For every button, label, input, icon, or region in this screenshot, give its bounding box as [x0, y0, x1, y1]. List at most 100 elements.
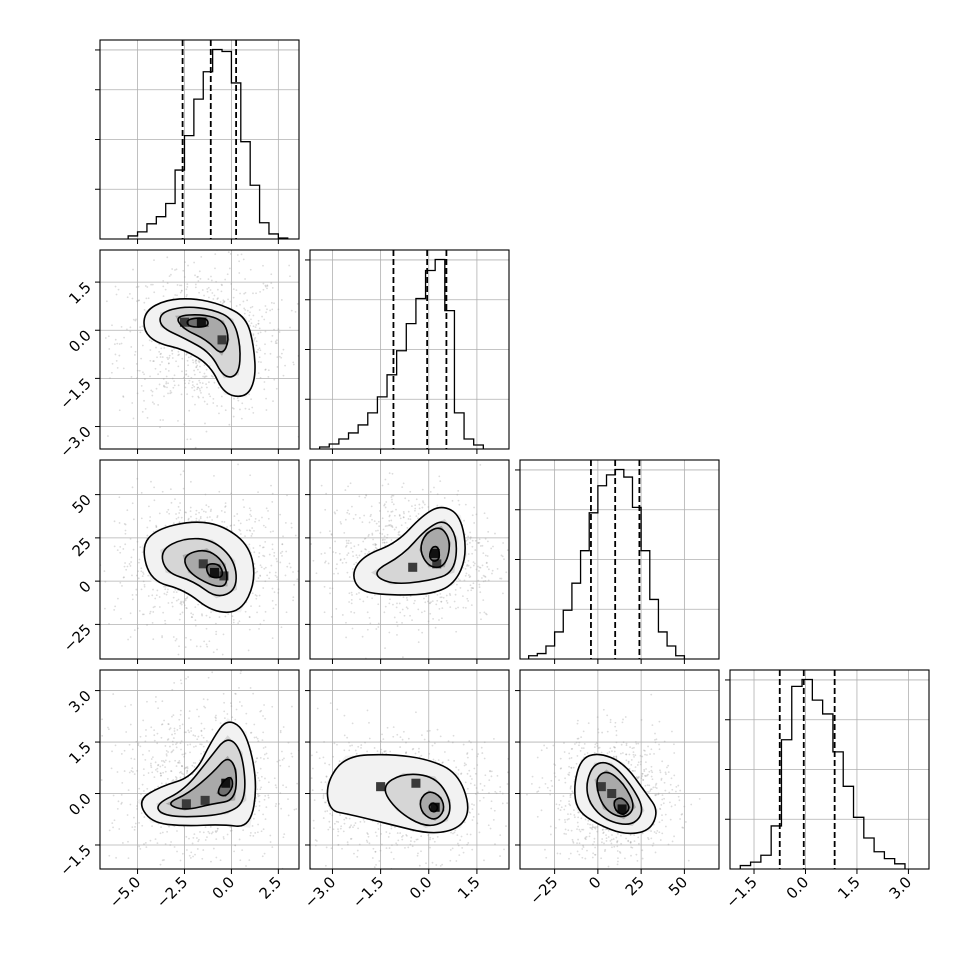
- contour-line: [326, 753, 469, 834]
- scatter-point: [439, 480, 442, 483]
- scatter-point: [185, 606, 188, 609]
- scatter-point: [131, 594, 134, 596]
- scatter-point: [318, 757, 321, 760]
- scatter-point: [388, 524, 390, 527]
- scatter-point: [553, 772, 556, 775]
- scatter-point: [159, 426, 161, 429]
- scatter-point: [482, 599, 485, 602]
- scatter-point: [305, 774, 307, 776]
- scatter-point: [262, 546, 265, 549]
- scatter-point: [200, 729, 203, 732]
- scatter-point: [158, 383, 161, 386]
- scatter-point: [395, 606, 398, 609]
- scatter-point: [365, 839, 368, 842]
- scatter-point: [483, 611, 486, 614]
- scatter-point: [335, 820, 338, 823]
- scatter-point: [368, 737, 371, 740]
- scatter-point: [634, 741, 637, 743]
- scatter-point: [569, 786, 572, 789]
- scatter-point: [333, 742, 336, 745]
- scatter-point: [477, 753, 480, 755]
- scatter-point: [345, 545, 347, 548]
- scatter-point: [350, 602, 353, 605]
- scatter-point: [196, 364, 199, 367]
- scatter-point: [151, 771, 154, 774]
- scatter-point: [128, 743, 131, 746]
- scatter-point: [179, 602, 182, 605]
- scatter-point: [427, 620, 430, 623]
- scatter-point: [526, 783, 528, 785]
- scatter-point: [393, 514, 396, 517]
- scatter-point: [249, 732, 252, 734]
- scatter-point: [173, 846, 176, 848]
- scatter-point: [129, 723, 132, 726]
- scatter-point: [465, 572, 468, 575]
- scatter-point: [128, 563, 131, 565]
- scatter-point: [262, 554, 265, 557]
- scatter-point: [258, 779, 261, 782]
- scatter-point: [264, 330, 267, 333]
- scatter-point: [415, 498, 418, 501]
- scatter-point: [541, 777, 544, 779]
- scatter-point: [466, 565, 468, 567]
- scatter-point: [205, 430, 208, 433]
- scatter-point: [277, 308, 280, 311]
- scatter-point: [476, 791, 479, 794]
- scatter-point: [378, 860, 381, 862]
- scatter-point: [286, 565, 289, 568]
- scatter-point: [273, 551, 276, 554]
- scatter-point: [481, 752, 484, 754]
- scatter-point: [350, 542, 352, 544]
- density-peak-bin: [430, 802, 440, 812]
- scatter-point: [162, 760, 165, 762]
- scatter-point: [330, 533, 333, 535]
- scatter-point: [224, 502, 227, 505]
- scatter-point: [170, 770, 173, 773]
- scatter-point: [265, 409, 268, 411]
- scatter-point: [234, 693, 237, 695]
- scatter-point: [278, 759, 281, 762]
- scatter-point: [204, 511, 207, 513]
- scatter-point: [177, 384, 180, 387]
- scatter-point: [339, 814, 341, 817]
- scatter-point: [208, 393, 211, 395]
- scatter-point: [290, 778, 292, 780]
- scatter-point: [405, 606, 408, 609]
- scatter-point: [445, 594, 448, 597]
- scatter-point: [566, 818, 569, 821]
- scatter-point: [193, 745, 195, 748]
- scatter-point: [222, 299, 225, 302]
- scatter-point: [397, 533, 400, 536]
- scatter-point: [423, 610, 426, 613]
- scatter-point: [281, 543, 284, 546]
- scatter-point: [323, 611, 326, 614]
- scatter-point: [490, 807, 493, 810]
- scatter-point: [484, 537, 487, 540]
- scatter-point: [94, 566, 96, 568]
- scatter-point: [117, 800, 120, 803]
- scatter-point: [474, 772, 477, 775]
- scatter-point: [234, 692, 237, 695]
- scatter-point: [263, 798, 266, 801]
- scatter-point: [604, 828, 607, 831]
- scatter-point: [406, 599, 409, 601]
- scatter-point: [398, 514, 401, 517]
- scatter-point: [312, 812, 314, 814]
- scatter-point: [637, 776, 640, 779]
- scatter-point: [478, 538, 481, 541]
- scatter-point: [392, 726, 395, 728]
- scatter-point: [564, 781, 567, 784]
- scatter-point: [515, 553, 517, 555]
- scatter-point: [39, 558, 41, 560]
- scatter-point: [208, 640, 211, 643]
- scatter-point: [249, 831, 252, 834]
- scatter-point: [405, 741, 407, 744]
- scatter-point: [312, 767, 314, 770]
- scatter-point: [253, 338, 256, 341]
- scatter-point: [165, 381, 168, 383]
- scatter-point: [471, 587, 474, 589]
- contour-line: [177, 314, 229, 353]
- scatter-point: [131, 402, 134, 404]
- scatter-point: [407, 518, 410, 520]
- contour-line: [205, 563, 224, 579]
